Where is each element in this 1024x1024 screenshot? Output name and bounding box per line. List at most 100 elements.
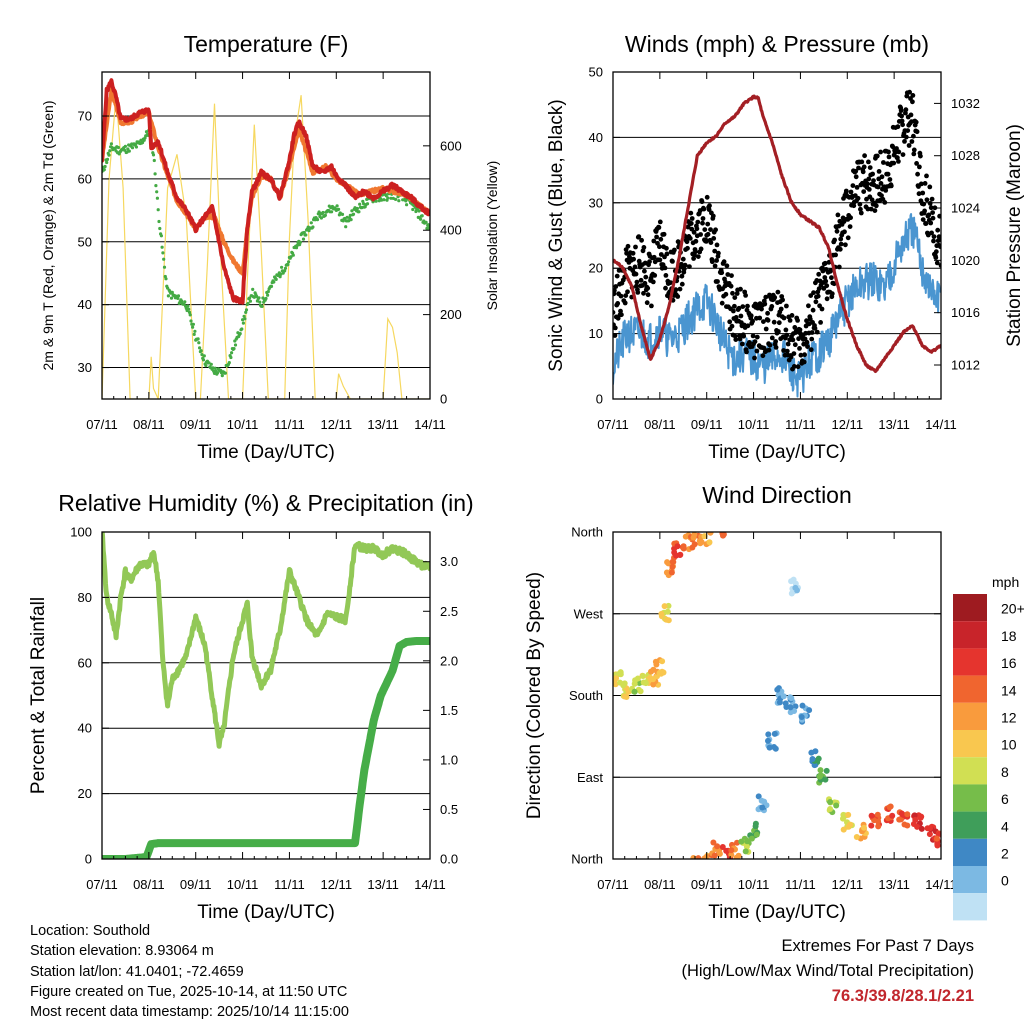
wind-direction-point bbox=[661, 603, 668, 610]
y-tick-label: 50 bbox=[589, 65, 603, 80]
gust-point bbox=[784, 332, 790, 338]
dewpoint-point bbox=[105, 157, 110, 161]
y-tick-label: East bbox=[577, 770, 603, 785]
wind-direction-point bbox=[917, 814, 924, 821]
gust-point bbox=[729, 323, 735, 329]
gust-point bbox=[934, 260, 940, 266]
gust-point bbox=[729, 273, 734, 278]
dewpoint-point bbox=[233, 343, 238, 347]
gust-point bbox=[656, 225, 662, 230]
gust-point bbox=[724, 263, 730, 269]
gust-point bbox=[641, 245, 647, 250]
gust-point bbox=[871, 178, 876, 184]
dewpoint-point bbox=[240, 327, 244, 331]
gust-point bbox=[795, 364, 801, 370]
gust-point bbox=[909, 139, 915, 144]
gust-point bbox=[738, 313, 744, 319]
gust-point bbox=[664, 245, 669, 251]
wind-direction-point bbox=[658, 610, 665, 617]
gust-point bbox=[862, 153, 867, 159]
x-tick-label: 09/11 bbox=[691, 417, 723, 432]
y-tick-label: 40 bbox=[589, 130, 603, 145]
gust-point bbox=[829, 291, 835, 297]
dewpoint-point bbox=[278, 275, 282, 279]
gust-point bbox=[744, 349, 749, 355]
gust-point bbox=[878, 181, 884, 186]
gust-point bbox=[886, 154, 892, 160]
wind-direction-point bbox=[787, 704, 794, 711]
wind-direction-point bbox=[904, 811, 911, 818]
gust-point bbox=[864, 196, 869, 202]
gust-point bbox=[822, 275, 828, 280]
gust-point bbox=[685, 245, 690, 251]
gust-point bbox=[739, 341, 745, 347]
y-tick-label: 40 bbox=[78, 297, 92, 312]
dewpoint-point bbox=[199, 349, 203, 353]
gust-point bbox=[687, 264, 692, 269]
dewpoint-point bbox=[204, 364, 208, 368]
dewpoint-point bbox=[220, 374, 224, 378]
gust-point bbox=[843, 242, 848, 248]
dewpoint-point bbox=[330, 210, 334, 214]
dewpoint-point bbox=[298, 243, 302, 247]
gust-point bbox=[761, 319, 766, 324]
wind-direction-point bbox=[755, 793, 762, 800]
gust-point bbox=[624, 250, 629, 256]
gust-point bbox=[711, 236, 717, 241]
dewpoint-point bbox=[155, 196, 159, 200]
gust-point bbox=[855, 195, 861, 201]
wind-direction-point bbox=[680, 543, 687, 550]
wind-direction-point bbox=[691, 541, 698, 548]
dewpoint-point bbox=[186, 304, 190, 308]
y-right-tick-label: 400 bbox=[440, 223, 462, 238]
wind-direction-point bbox=[875, 818, 882, 825]
gust-point bbox=[809, 336, 815, 342]
gust-point bbox=[769, 304, 775, 309]
gust-point bbox=[784, 303, 789, 309]
wind-direction-point bbox=[788, 695, 795, 702]
gust-point bbox=[890, 144, 896, 150]
wind-direction-point bbox=[642, 680, 649, 687]
dewpoint-point bbox=[280, 265, 284, 269]
dewpoint-point bbox=[232, 347, 236, 351]
gust-point bbox=[688, 210, 694, 216]
gust-point bbox=[856, 165, 861, 171]
info-created: Figure created on Tue, 2025-10-14, at 11… bbox=[30, 983, 348, 1000]
dewpoint-point bbox=[183, 300, 187, 304]
gust-point bbox=[930, 210, 935, 216]
dewpoint-point bbox=[304, 233, 308, 237]
gust-point bbox=[907, 89, 912, 95]
gust-point bbox=[704, 194, 710, 200]
wind-direction-point bbox=[631, 680, 638, 687]
wind-direction-point bbox=[840, 826, 847, 833]
gust-point bbox=[622, 300, 628, 306]
wind-direction-point bbox=[664, 559, 671, 566]
wind-direction-point bbox=[861, 824, 867, 831]
dewpoint-point bbox=[103, 164, 107, 169]
x-tick-label: 10/11 bbox=[738, 877, 770, 892]
dewpoint-point bbox=[109, 142, 113, 146]
gust-point bbox=[818, 320, 823, 325]
dewpoint-point bbox=[191, 322, 195, 326]
gust-point bbox=[854, 185, 860, 190]
gust-point bbox=[879, 193, 884, 199]
gust-point bbox=[638, 277, 644, 283]
dewpoint-point bbox=[213, 366, 217, 370]
dewpoint-point bbox=[123, 144, 127, 148]
wind-direction-point bbox=[631, 688, 638, 695]
dewpoint-point bbox=[141, 140, 145, 145]
gust-point bbox=[778, 306, 784, 312]
gust-point bbox=[618, 293, 624, 299]
speed-colorbar: mph 20+ 18 16 14 12 10 8 6 4 2 0 bbox=[953, 574, 1024, 921]
gust-point bbox=[896, 149, 902, 155]
gust-point bbox=[829, 275, 834, 281]
dewpoint-point bbox=[144, 130, 149, 134]
x-tick-label: 12/11 bbox=[320, 417, 352, 432]
colorbar-swatch bbox=[953, 702, 987, 730]
gust-point bbox=[651, 238, 657, 244]
gust-point bbox=[927, 184, 933, 190]
gust-point bbox=[894, 146, 899, 151]
gust-point bbox=[743, 293, 748, 298]
gust-point bbox=[644, 300, 650, 306]
gust-point bbox=[918, 181, 924, 187]
